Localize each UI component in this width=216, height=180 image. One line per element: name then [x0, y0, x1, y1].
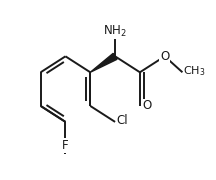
Text: CH$_3$: CH$_3$ — [183, 64, 206, 78]
Text: O: O — [160, 50, 169, 63]
Polygon shape — [90, 53, 117, 72]
Text: NH$_2$: NH$_2$ — [103, 24, 127, 39]
Text: O: O — [143, 100, 152, 112]
Text: Cl: Cl — [117, 114, 129, 127]
Text: F: F — [62, 139, 69, 152]
